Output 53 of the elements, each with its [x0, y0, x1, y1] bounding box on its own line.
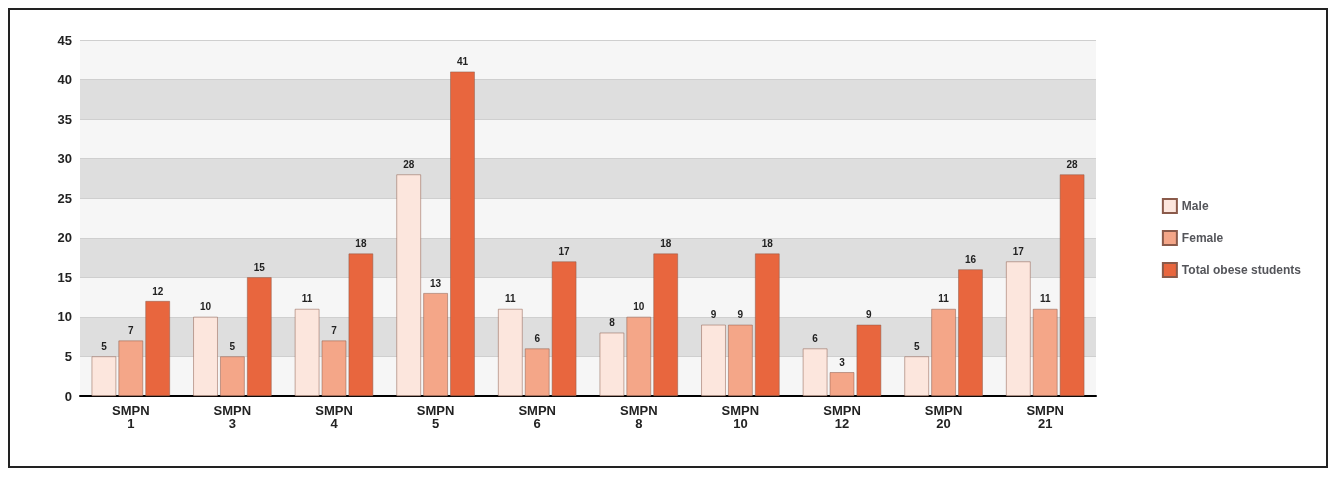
- data-label: 5: [913, 340, 920, 352]
- x-tick-label: SMPN 3: [213, 403, 252, 431]
- y-tick-label: 40: [57, 72, 72, 88]
- y-tick-label: 25: [57, 190, 72, 206]
- data-label: 28: [403, 158, 415, 170]
- y-tick-label: 30: [57, 151, 72, 167]
- data-label: 9: [710, 309, 717, 321]
- x-tick-label: SMPN 12: [823, 403, 861, 431]
- data-label: 11: [1039, 293, 1051, 305]
- y-tick-label: 20: [57, 230, 72, 246]
- data-label: 17: [558, 246, 571, 258]
- data-label: 6: [812, 333, 819, 345]
- data-label: 10: [633, 301, 645, 313]
- data-label: 5: [101, 340, 108, 352]
- data-label: 3: [839, 356, 846, 368]
- x-tick-label: SMPN 21: [1026, 403, 1064, 431]
- data-label: 10: [199, 301, 212, 313]
- data-label: 41: [456, 56, 469, 68]
- legend-label: Total obese students: [1181, 263, 1302, 277]
- data-label: 13: [430, 277, 442, 289]
- y-tick-label: 5: [64, 348, 72, 364]
- data-label: 11: [301, 293, 313, 305]
- x-tick-label: SMPN 5: [416, 403, 455, 431]
- y-tick-label: 0: [64, 388, 72, 404]
- data-label: 18: [761, 238, 774, 250]
- x-tick-label: SMPN 10: [721, 403, 760, 431]
- x-tick-label: SMPN 4: [315, 403, 353, 431]
- data-label: 15: [253, 261, 266, 273]
- data-label: 28: [1066, 158, 1079, 170]
- legend-label: Female: [1181, 231, 1224, 245]
- data-label: 9: [866, 309, 873, 321]
- data-label: 11: [938, 293, 950, 305]
- y-tick-label: 45: [57, 32, 72, 48]
- data-label: 16: [964, 253, 977, 265]
- data-label: 18: [660, 238, 672, 250]
- y-tick-label: 10: [57, 309, 72, 325]
- x-tick-label: SMPN 1: [112, 403, 150, 431]
- y-tick-label: 15: [57, 269, 72, 285]
- data-label: 6: [534, 333, 541, 345]
- data-label: 5: [229, 340, 236, 352]
- x-tick-label: SMPN 20: [924, 403, 963, 431]
- legend-label: Male: [1181, 199, 1209, 213]
- data-label: 12: [152, 285, 164, 297]
- data-label: 9: [737, 309, 744, 321]
- data-label: 11: [505, 293, 517, 305]
- x-tick-label: SMPN 6: [518, 403, 556, 431]
- data-label: 18: [355, 238, 367, 250]
- data-label: 17: [1012, 246, 1025, 258]
- data-label: 7: [128, 325, 135, 337]
- data-label: 7: [331, 325, 338, 337]
- x-tick-label: SMPN 8: [620, 403, 658, 431]
- y-tick-label: 35: [57, 111, 72, 127]
- data-label: 8: [609, 317, 616, 329]
